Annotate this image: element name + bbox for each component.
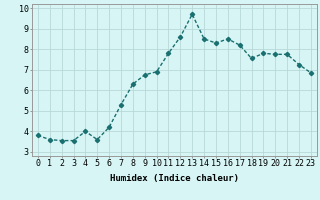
X-axis label: Humidex (Indice chaleur): Humidex (Indice chaleur) bbox=[110, 174, 239, 183]
